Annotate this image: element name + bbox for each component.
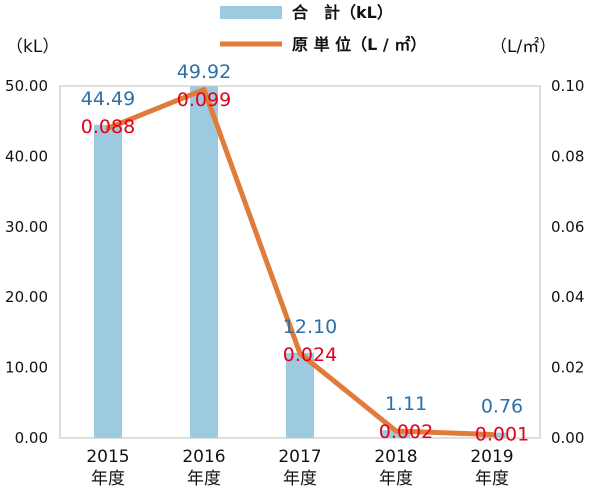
y-left-ticks: 0.00 10.00 20.00 30.00 40.00 50.00 [5, 77, 48, 447]
y-left-tick-label: 0.00 [15, 429, 48, 447]
x-tick-year: 2018 [374, 447, 417, 467]
legend-line-label: 原 単 位（L / ㎡） [292, 35, 426, 54]
x-tick-suffix: 年度 [475, 469, 509, 489]
y-right-ticks: 0.00 0.02 0.04 0.06 0.08 0.10 [551, 77, 584, 447]
bar-value-label: 12.10 [283, 316, 337, 338]
y-right-tick-label: 0.10 [551, 77, 584, 95]
line-value-label: 0.088 [81, 116, 135, 138]
x-tick-year: 2015 [86, 447, 129, 467]
x-tick-year: 2016 [182, 447, 225, 467]
y-left-unit: （kL） [6, 37, 59, 57]
y-left-tick-label: 20.00 [5, 288, 48, 306]
line-point [393, 428, 399, 434]
line-point [201, 87, 207, 93]
legend-bar-label: 合 計（kL） [292, 3, 393, 22]
line-value-label: 0.099 [177, 89, 231, 111]
bar-value-label: 1.11 [385, 393, 427, 415]
bar-value-label: 0.76 [481, 396, 523, 418]
bars [94, 86, 506, 438]
bar [286, 352, 314, 438]
y-left-tick-label: 40.00 [5, 147, 48, 165]
y-left-tick-label: 30.00 [5, 218, 48, 236]
x-tick-suffix: 年度 [187, 469, 221, 489]
bar [382, 430, 410, 438]
x-tick-suffix: 年度 [91, 469, 125, 489]
legend-bar-swatch [220, 6, 282, 19]
y-right-tick-label: 0.06 [551, 218, 584, 236]
line-point [105, 125, 111, 131]
line-point [297, 351, 303, 357]
line-point [489, 431, 495, 437]
y-left-tick-label: 50.00 [5, 77, 48, 95]
line-value-label: 0.024 [283, 344, 337, 366]
y-right-unit: （L/㎡） [490, 37, 556, 57]
bar-value-label: 49.92 [177, 61, 231, 83]
x-tick-suffix: 年度 [379, 469, 413, 489]
y-right-tick-label: 0.04 [551, 288, 584, 306]
y-right-tick-label: 0.00 [551, 429, 584, 447]
bar [94, 124, 122, 438]
x-tick-year: 2017 [278, 447, 321, 467]
bar-value-labels: 44.49 49.92 12.10 1.11 0.76 [81, 61, 523, 418]
bar-value-label: 44.49 [81, 88, 135, 110]
line-value-label: 0.001 [475, 424, 529, 446]
x-tick-suffix: 年度 [283, 469, 317, 489]
legend: 合 計（kL） 原 単 位（L / ㎡） [220, 3, 426, 54]
bar [190, 86, 218, 438]
y-right-tick-label: 0.02 [551, 359, 584, 377]
y-left-tick-label: 10.00 [5, 359, 48, 377]
y-right-tick-label: 0.08 [551, 147, 584, 165]
line-series [105, 87, 495, 437]
line-value-label: 0.002 [379, 421, 433, 443]
x-tick-year: 2019 [470, 447, 513, 467]
line-value-labels: 0.088 0.099 0.024 0.002 0.001 [81, 89, 529, 446]
